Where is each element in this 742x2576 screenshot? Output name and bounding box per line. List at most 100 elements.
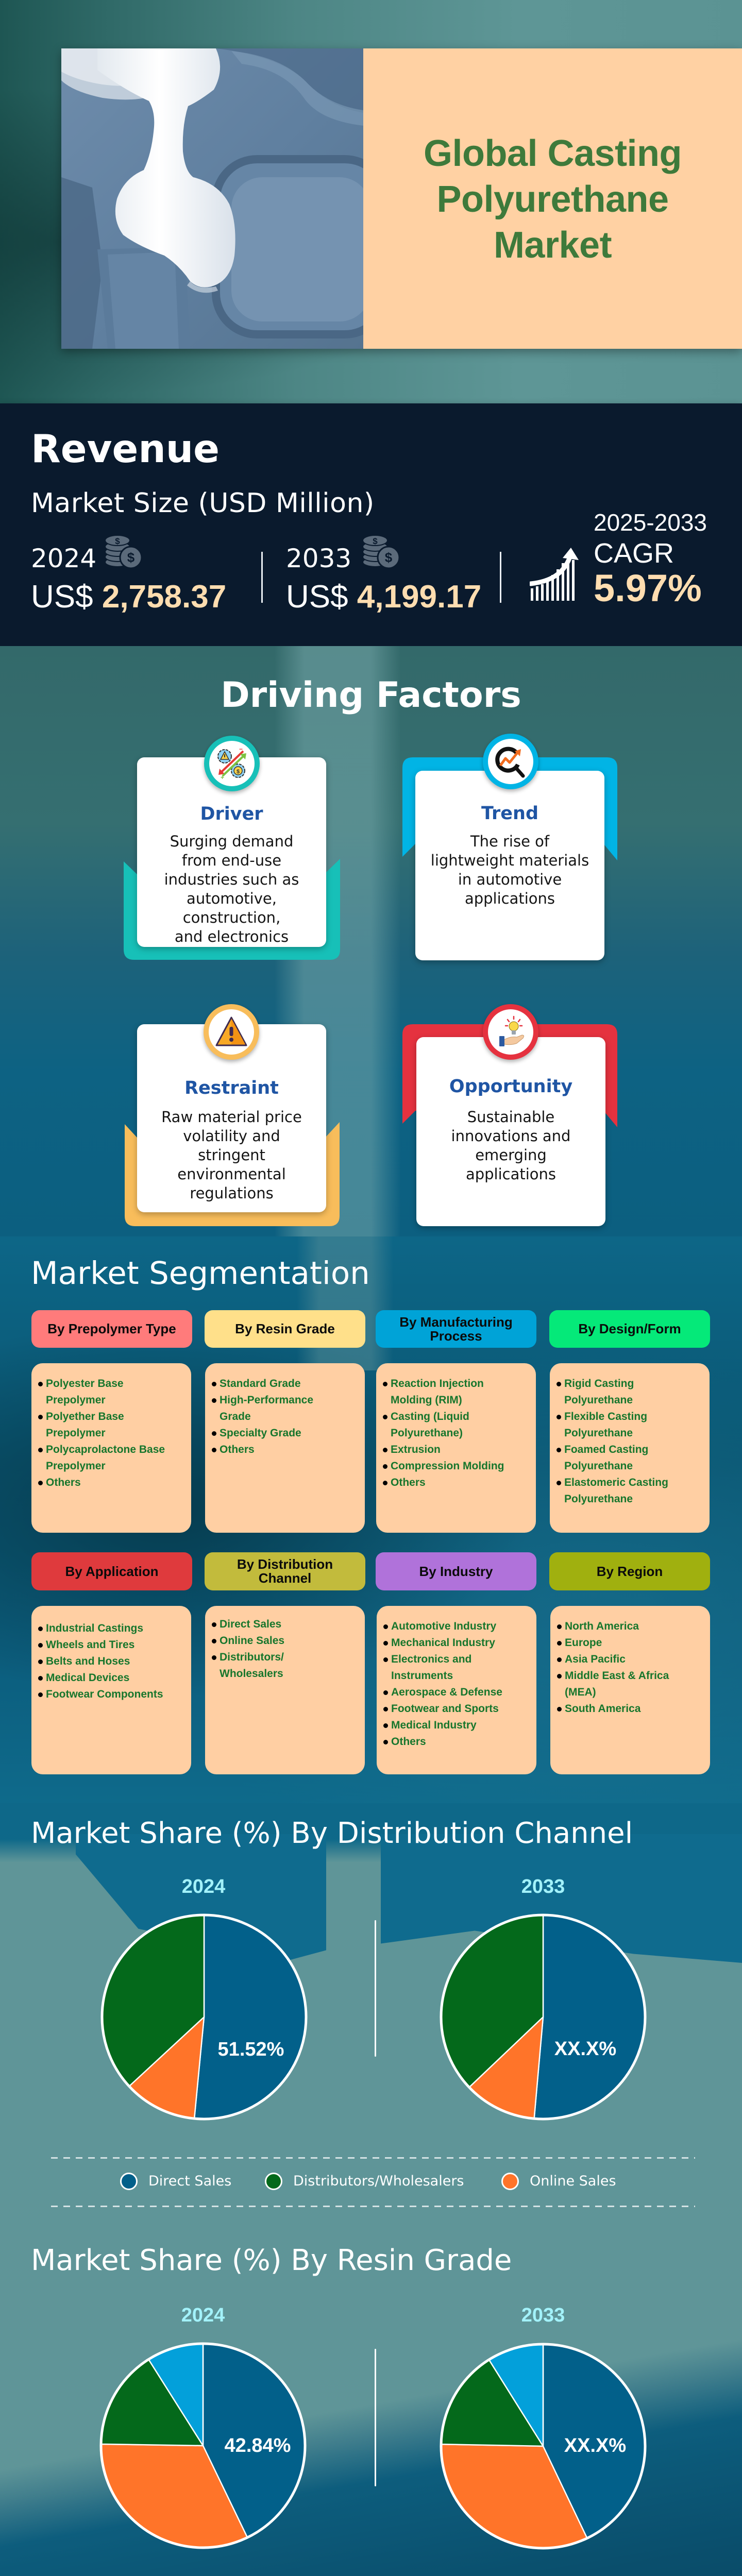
legend-label: Distributors/Wholesalers — [293, 2173, 464, 2189]
segment-header-manufacturing-process: By Manufacturing Process — [376, 1310, 536, 1348]
segment-header-label: By Design/Form — [578, 1321, 681, 1336]
legend-swatch — [501, 2173, 519, 2190]
pie-year-label-2033: 2033 — [521, 2304, 565, 2326]
segment-item-label: Wheels and Tires — [46, 1639, 135, 1651]
pie-chart-resin-2033 — [440, 2343, 647, 2550]
segment-item: Foamed Casting Polyurethane — [550, 1442, 688, 1475]
bullet-icon — [383, 1415, 387, 1419]
bullet-icon — [212, 1639, 216, 1643]
restraint-text-line: regulations — [190, 1184, 274, 1202]
opportunity-text-line: innovations and — [451, 1127, 571, 1145]
pie-outline — [99, 2342, 307, 2549]
chart-divider — [375, 1920, 376, 2057]
segment-list-industry: Automotive Industry Mechanical Industry … — [377, 1606, 536, 1774]
driver-text-line: automotive, — [187, 890, 277, 907]
legend-swatch — [120, 2173, 138, 2190]
trend-text-line: The rise of — [470, 833, 550, 850]
segment-item: Wheels and Tires — [31, 1637, 170, 1653]
segment-item: North America — [550, 1618, 688, 1635]
driver-text-line: and electronics — [174, 928, 289, 945]
segment-item: Aerospace & Defense — [377, 1684, 515, 1701]
svg-text:$: $ — [115, 536, 120, 546]
segment-item: Online Sales — [205, 1633, 343, 1649]
driver-description: Surging demand from end-use industries s… — [137, 832, 326, 946]
bullet-icon — [383, 1690, 388, 1695]
segment-header-resin-grade: By Resin Grade — [205, 1310, 365, 1348]
segment-item-label: Belts and Hoses — [46, 1655, 130, 1667]
restraint-card: Restraint Raw material price volatility … — [137, 1024, 326, 1212]
segment-item-label: Polyether Base Prepolymer — [46, 1411, 124, 1439]
segment-header-label: By Resin Grade — [235, 1321, 335, 1336]
segment-header-label: By Prepolymer Type — [47, 1321, 176, 1336]
hero-photo-polyurethane-pour — [61, 48, 363, 349]
forecast-value: 4,199.17 — [357, 579, 482, 615]
segment-item: South America — [550, 1701, 688, 1717]
driver-text-line: Surging demand — [170, 833, 294, 850]
segment-item: Medical Devices — [31, 1670, 170, 1686]
pie-value-label-2033: XX.X% — [554, 2038, 617, 2060]
bullet-icon — [556, 1415, 561, 1419]
segment-item-label: North America — [565, 1620, 639, 1632]
segment-header-design-form: By Design/Form — [549, 1310, 710, 1348]
segment-header-industry: By Industry — [376, 1552, 536, 1590]
opportunity-text-line: applications — [465, 1165, 556, 1183]
bullet-icon — [383, 1448, 387, 1452]
segment-item-label: Others — [46, 1477, 81, 1488]
restraint-icon-badge — [204, 1004, 259, 1060]
bullet-icon — [557, 1641, 562, 1646]
segment-list-application: Industrial Castings Wheels and Tires Bel… — [31, 1606, 191, 1774]
segment-item: Electronics and Instruments — [377, 1651, 515, 1684]
segment-item: Belts and Hoses — [31, 1653, 170, 1670]
bullet-icon — [212, 1398, 216, 1403]
legend-item-direct-sales: Direct Sales — [120, 2171, 231, 2192]
base-year: 2024 — [31, 544, 97, 573]
segment-header-label: By Distribution Channel — [237, 1556, 333, 1586]
segment-item-label: Industrial Castings — [46, 1622, 144, 1634]
segment-item-label: Others — [391, 1736, 426, 1748]
segment-item: Europe — [550, 1635, 688, 1651]
segment-item-label: Footwear and Sports — [391, 1703, 499, 1715]
segment-item: Mechanical Industry — [377, 1635, 515, 1651]
pie-value-label-2024: 42.84% — [224, 2435, 291, 2456]
segment-item: Casting (Liquid Polyurethane) — [376, 1409, 514, 1442]
bullet-icon — [383, 1481, 387, 1485]
segment-items: Automotive Industry Mechanical Industry … — [377, 1618, 536, 1750]
driver-text-line: industries such as — [164, 871, 299, 888]
segment-items: Polyester Base Prepolymer Polyether Base… — [31, 1376, 191, 1491]
hero-banner: Global Casting Polyurethane Market — [61, 48, 742, 349]
pie-value-label-2033: XX.X% — [564, 2435, 627, 2456]
svg-text:$: $ — [385, 550, 393, 565]
segment-item: Others — [31, 1475, 170, 1491]
bullet-icon — [557, 1624, 562, 1629]
base-value: 2,758.37 — [102, 579, 227, 615]
bullet-icon — [38, 1626, 43, 1631]
bullet-icon — [38, 1448, 43, 1452]
segment-header-label: By Region — [596, 1563, 663, 1579]
pie-year-label-2024: 2024 — [181, 2304, 225, 2326]
bullet-icon — [383, 1723, 388, 1728]
segment-list-manufacturing-process: Reaction Injection Molding (RIM) Casting… — [376, 1363, 536, 1533]
segment-item: Medical Industry — [377, 1717, 515, 1734]
legend-label: Direct Sales — [148, 2173, 232, 2189]
revenue-section: Revenue Market Size (USD Million) 2024 $… — [0, 403, 742, 646]
segment-items: Direct Sales Online Sales Distributors/ … — [205, 1616, 365, 1682]
driving-factors-section: Driving Factors Driver Surging demand fr… — [0, 646, 742, 1236]
warning-icon — [215, 1016, 247, 1046]
segment-item: Others — [376, 1475, 514, 1491]
distribution-channel-share-section: Market Share (%) By Distribution Channel… — [0, 1803, 742, 2215]
page-title-line-1: Global Casting — [423, 133, 682, 174]
bullet-icon — [557, 1707, 562, 1711]
bullet-icon — [38, 1481, 43, 1485]
segment-header-region: By Region — [549, 1552, 710, 1590]
segment-item-label: Others — [220, 1444, 255, 1455]
page-title: Global Casting Polyurethane Market — [363, 131, 742, 268]
segment-items: Rigid Casting Polyurethane Flexible Cast… — [550, 1376, 710, 1507]
bullet-icon — [212, 1382, 216, 1386]
currency-prefix: US$ — [286, 579, 348, 615]
opportunity-title: Opportunity — [449, 1076, 573, 1097]
segment-header-prepolymer-type: By Prepolymer Type — [31, 1310, 192, 1348]
bullet-icon — [556, 1481, 561, 1485]
driver-icon-background: $ + − — [209, 741, 255, 786]
opportunity-text-line: emerging — [475, 1146, 547, 1164]
restraint-icon-background — [209, 1009, 254, 1055]
